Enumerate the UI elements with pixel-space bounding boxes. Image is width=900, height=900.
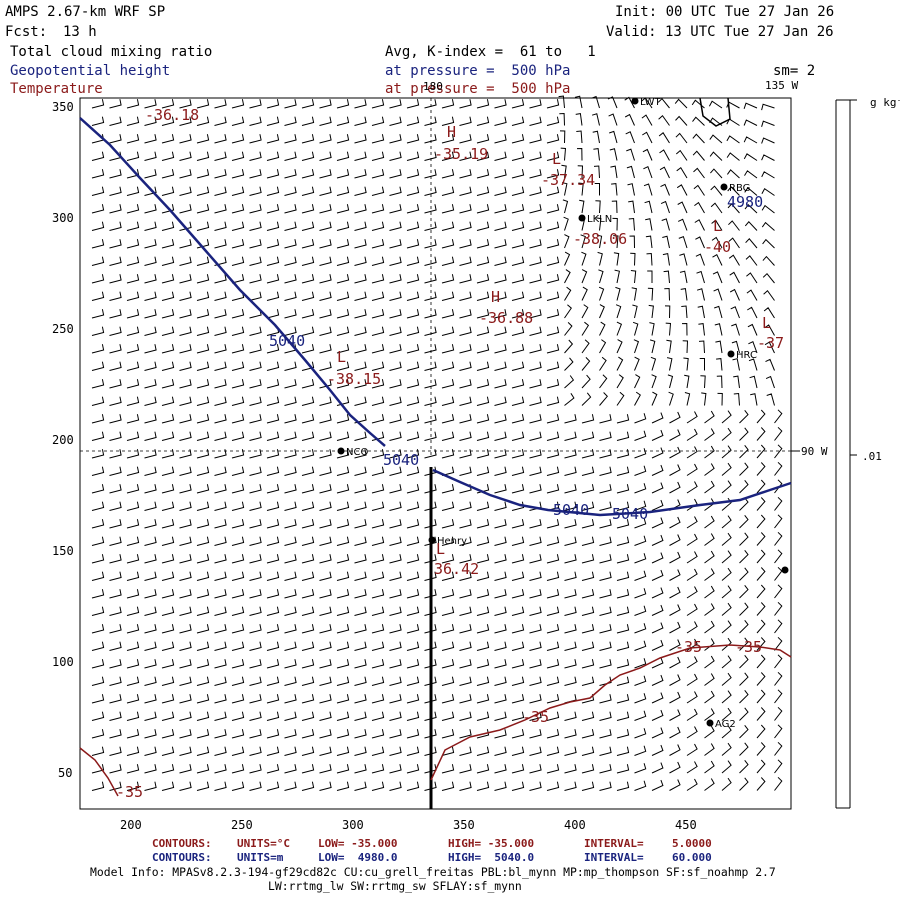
station-label: RBG [729, 183, 750, 194]
station-label: Henry [437, 536, 467, 547]
temp-label: -35.19 [434, 145, 488, 163]
x-tick: 400 [564, 818, 586, 832]
contour-height-units: UNITS=m [237, 851, 284, 864]
station-marker [706, 719, 714, 727]
contour-temp-interval: INTERVAL= [584, 837, 644, 850]
temp-label: L [713, 217, 722, 235]
station-marker [428, 536, 436, 544]
temp-label: -36.18 [145, 106, 199, 124]
contour-temp-interval-value: 5.0000 [672, 837, 712, 850]
height-label: 5040 [383, 451, 419, 469]
temp-label: H [447, 123, 456, 141]
contour-height-label: CONTOURS: [152, 851, 212, 864]
station-marker [337, 447, 345, 455]
stations: LWT RBG LKLN HRC NCO Henry AG2 [337, 97, 789, 730]
temp-label: -35 [735, 638, 762, 656]
contour-temp-high: HIGH= -35.000 [448, 837, 535, 850]
temp-label: -40 [704, 238, 731, 256]
temp-label: L [436, 540, 445, 558]
contour-height-interval-value: 60.000 [672, 851, 712, 864]
forecast-label: Fcst: [5, 24, 48, 40]
temperature-labels: -36.18 H -35.19 L -37.34 -38.06 L -40 H -36.88 L -3… [116, 106, 784, 801]
temp-label: 36.42 [434, 560, 479, 578]
pressure-height: at pressure = 500 hPa [385, 63, 571, 79]
height-label: 5040 [612, 505, 648, 523]
height-contour-5040-east [432, 468, 792, 517]
x-tick: 200 [120, 818, 142, 832]
contour-height-low: LOW= 4980.0 [318, 851, 398, 864]
height-contour-5040-west [79, 117, 386, 447]
wind-barb-field [91, 95, 783, 791]
temp-label: -38.06 [573, 230, 627, 248]
station-label: HRC [736, 350, 757, 361]
model-title: AMPS 2.67-km WRF SP [5, 4, 166, 20]
contour-height-interval: INTERVAL= [584, 851, 644, 864]
model-physics: LW:rrtmg_lw SW:rrtmg_sw SFLAY:sf_mynn [268, 879, 522, 893]
station-marker [720, 183, 728, 191]
height-label: 5040 [553, 501, 589, 519]
lon-90w: 90 W [801, 445, 828, 458]
y-tick: 200 [52, 433, 74, 447]
forecast-value: 13 h [63, 24, 97, 40]
x-tick: 300 [342, 818, 364, 832]
valid-time: Valid: 13 UTC Tue 27 Jan 26 [606, 24, 834, 40]
y-tick: 150 [52, 544, 74, 558]
temp-label: L [552, 150, 561, 168]
field-temperature: Temperature [10, 81, 103, 97]
station-label: LWT [640, 97, 662, 108]
y-tick: 250 [52, 322, 74, 336]
lon-135w: 135 W [765, 79, 799, 92]
model-info: Model Info: MPASv8.2.3-194-gf29cd82c CU:… [90, 865, 776, 879]
y-tick: 300 [52, 211, 74, 225]
station-label: NCO [346, 447, 368, 458]
contour-height-high: HIGH= 5040.0 [448, 851, 535, 864]
contour-temp-units: UNITS=°C [237, 837, 290, 850]
lat-180: 180 [423, 80, 443, 93]
temp-contour-35-main [430, 644, 792, 781]
temp-label: H [491, 288, 500, 306]
temp-label: -38.15 [327, 370, 381, 388]
station-marker [631, 97, 639, 105]
station-label: LKLN [587, 214, 612, 225]
temp-label: -35 [675, 638, 702, 656]
height-labels: 4980 5040 5040 5040 5040 [269, 193, 763, 523]
plot-frame [79, 97, 792, 810]
contour-temp-label: CONTOURS: [152, 837, 212, 850]
colorbar-unit: g kg⁻¹ [870, 96, 900, 109]
temp-label: -37 [757, 334, 784, 352]
x-tick: 250 [231, 818, 253, 832]
temp-label: -35 [116, 783, 143, 801]
pressure-temp: at pressure = 500 hPa [385, 81, 571, 97]
k-index-avg: Avg, K-index = 61 to 1 [385, 44, 596, 60]
field-geopotential: Geopotential height [10, 63, 171, 79]
init-time: Init: 00 UTC Tue 27 Jan 26 [615, 4, 835, 20]
y-tick: 50 [58, 766, 73, 780]
field-cloud-mixing: Total cloud mixing ratio [10, 44, 213, 60]
wind-barbs [91, 95, 783, 791]
temp-label: -37.34 [541, 171, 595, 189]
temp-contour-35-sw [79, 747, 119, 797]
station-label: AG2 [715, 719, 736, 730]
colorbar-value: .01 [862, 450, 882, 463]
smoothing: sm= 2 [773, 63, 816, 79]
contour-temp-low: LOW= -35.000 [318, 837, 398, 850]
height-label: 5040 [269, 332, 305, 350]
map-frame [79, 97, 857, 810]
coastline [699, 97, 731, 127]
station-marker [727, 350, 735, 358]
temp-label: L [762, 314, 771, 332]
temp-label: -35 [522, 708, 549, 726]
x-tick: 450 [675, 818, 697, 832]
station-marker [578, 214, 586, 222]
x-tick: 350 [453, 818, 475, 832]
y-tick: 350 [52, 100, 74, 114]
temp-label: L [337, 348, 346, 366]
height-label: 4980 [727, 193, 763, 211]
station-marker [781, 566, 789, 574]
temp-label: -36.88 [479, 309, 533, 327]
y-tick: 100 [52, 655, 74, 669]
